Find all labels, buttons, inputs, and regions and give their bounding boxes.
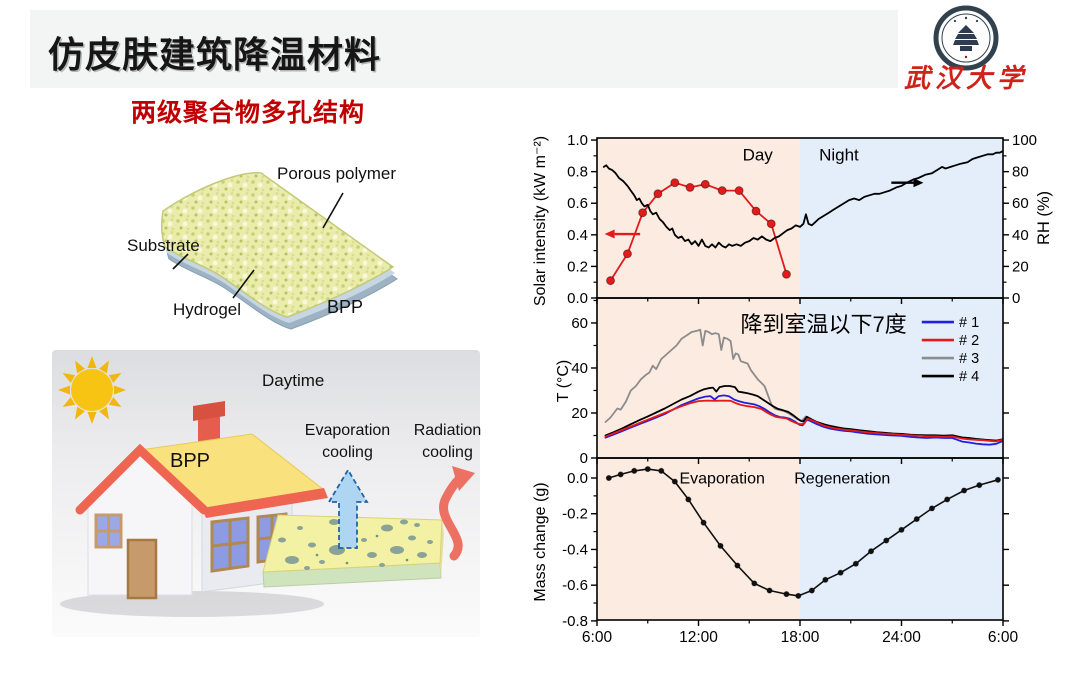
svg-text:0.2: 0.2 [567,258,588,275]
bpp-structure-illustration [85,140,475,340]
sun-icon [58,356,126,424]
hydrogel-label: Hydrogel [173,300,242,319]
svg-text:0.6: 0.6 [567,195,588,212]
university-name: 武汉大学 [903,64,1028,93]
university-emblem-icon [933,5,999,71]
svg-text:-0.4: -0.4 [562,541,588,558]
svg-text:20: 20 [571,405,588,422]
svg-text:0: 0 [580,450,588,467]
svg-text:100: 100 [1012,132,1037,149]
svg-text:80: 80 [1012,164,1029,181]
svg-text:T (°C): T (°C) [555,360,572,403]
chart-panel-2: 0 20 40 60 T (°C) 降到室温以下7度 # 1 # 2 # 3 # 4 [555,297,1009,467]
svg-text:12:00: 12:00 [679,629,718,646]
svg-text:RH (%): RH (%) [1035,191,1053,245]
svg-text:0.8: 0.8 [567,164,588,181]
svg-text:6:00: 6:00 [582,629,613,646]
university-logo [933,5,999,71]
house-icon [60,401,328,617]
svg-text:1.0: 1.0 [567,132,588,149]
svg-text:Regeneration: Regeneration [794,470,890,487]
chart-panel-1: 0.0 0.2 0.4 0.6 0.8 1.0 0 20 40 60 80 100 RH (%) Sola… [532,132,1053,307]
section-subtitle: 两级聚合物多孔结构 [131,99,366,127]
svg-text:-0.8: -0.8 [562,613,588,630]
svg-text:# 1: # 1 [959,315,979,331]
substrate-label: Substrate [127,236,200,255]
chart-panel-3: 0.0 -0.2 -0.4 -0.6 -0.8 Mass change (g) 6:00 12… [532,457,1019,646]
svg-text:Night: Night [819,146,859,165]
daytime-cooling-illustration [52,350,480,637]
svg-text:-0.2: -0.2 [562,506,588,523]
bpp-sheet-label: BPP [327,297,364,317]
svg-text:20: 20 [1012,258,1029,275]
svg-text:Day: Day [743,146,774,165]
evaporation-arrow-icon [327,468,369,549]
charts-svg: 0.0 0.2 0.4 0.6 0.8 1.0 0 20 40 60 80 100 RH (%) Sola… [532,132,1053,646]
page-title: 仿皮肤建筑降温材料 [48,34,382,75]
svg-text:24:00: 24:00 [882,629,921,646]
porous-polymer-layer [160,172,395,318]
svg-text:# 3: # 3 [959,351,979,367]
measurement-charts: 0.0 0.2 0.4 0.6 0.8 1.0 0 20 40 60 80 100 RH (%) Sola… [530,125,1076,679]
svg-text:Solar intensity (kW m⁻²): Solar intensity (kW m⁻²) [532,136,549,306]
evaporation-cooling-label: Evaporation cooling [304,422,391,461]
daytime-label: Daytime [262,371,325,390]
pointer-lines [172,192,344,299]
bpp-sheet-drawing [160,172,398,330]
svg-text:# 4: # 4 [959,369,979,385]
svg-text:0.4: 0.4 [567,227,588,244]
radiation-cooling-label: Radiation cooling [413,422,482,461]
svg-text:# 2: # 2 [959,333,979,349]
svg-text:Evaporation: Evaporation [679,470,764,487]
header-band [30,10,898,88]
svg-text:0: 0 [1012,290,1020,307]
svg-text:降到室温以下7度: 降到室温以下7度 [741,312,907,337]
svg-text:-0.6: -0.6 [562,577,588,594]
svg-text:0.0: 0.0 [567,290,588,307]
svg-text:40: 40 [571,360,588,377]
radiation-arrow-icon [439,466,475,561]
daytime-scene-drawing [58,356,475,617]
svg-text:0.0: 0.0 [567,470,588,487]
svg-text:18:00: 18:00 [781,629,820,646]
svg-text:40: 40 [1012,227,1029,244]
svg-text:Mass change (g): Mass change (g) [532,482,549,601]
porous-polymer-label: Porous polymer [277,164,397,183]
svg-text:60: 60 [1012,195,1029,212]
house-bpp-label: BPP [170,450,211,472]
svg-text:60: 60 [571,315,588,332]
svg-text:6:00: 6:00 [988,629,1019,646]
